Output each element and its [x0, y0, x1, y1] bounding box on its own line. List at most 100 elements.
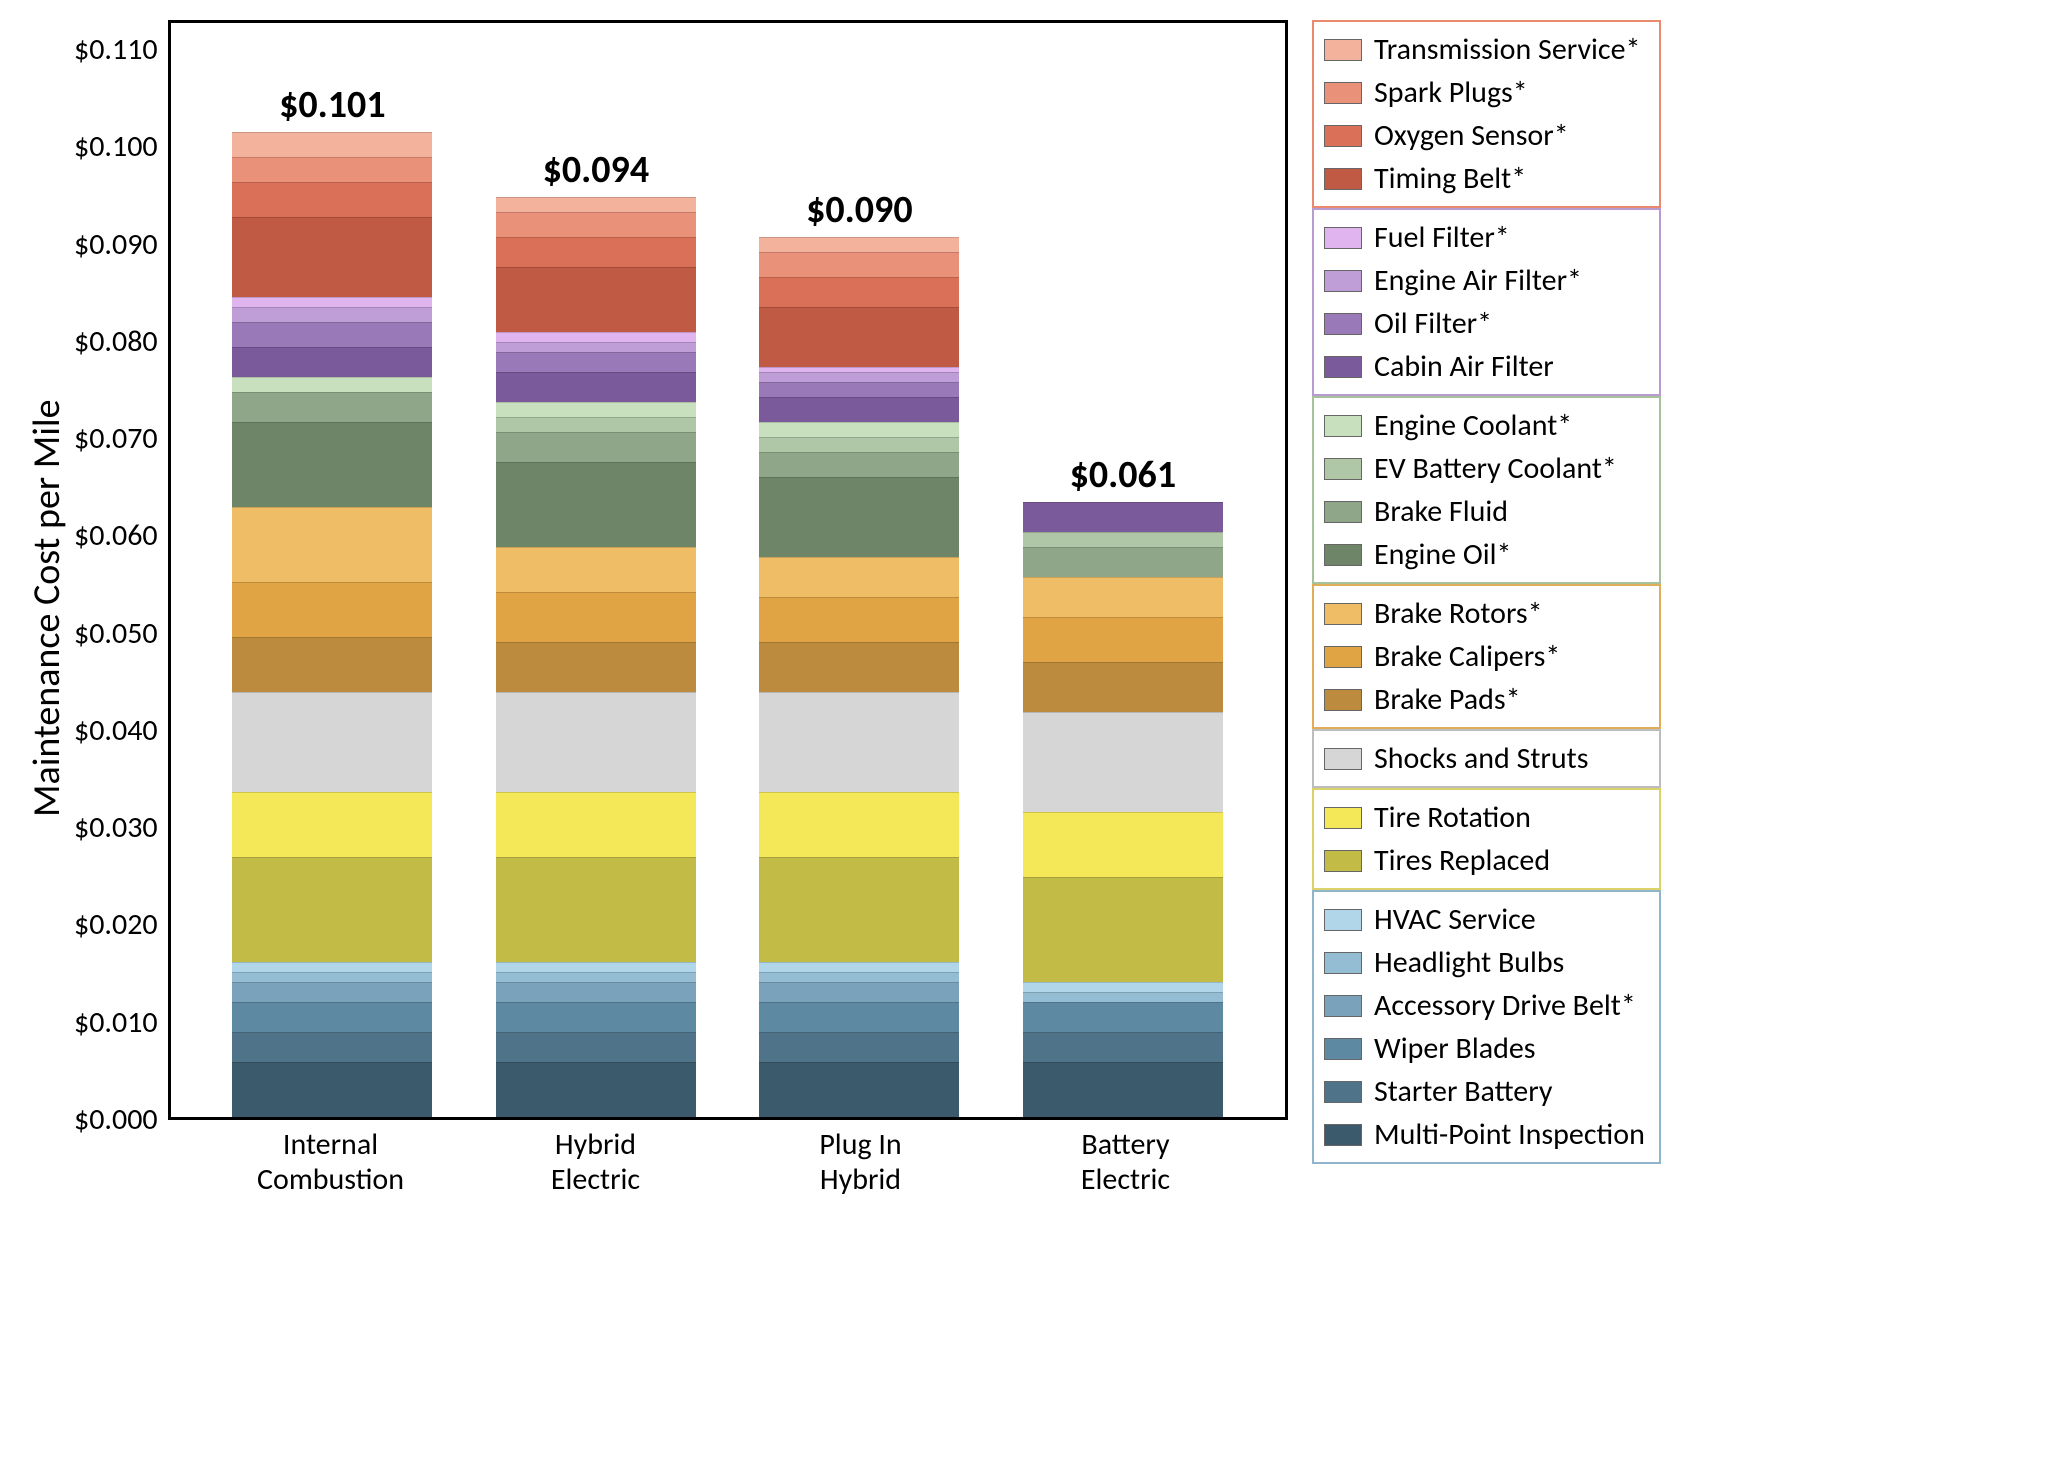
seg-shocks — [232, 692, 432, 792]
legend-label: Starter Battery — [1374, 1073, 1552, 1110]
seg-cabin_filter — [232, 347, 432, 377]
seg-brake_rotors — [1023, 577, 1223, 617]
seg-hvac — [496, 962, 696, 972]
bar-phev: $0.090 — [759, 187, 959, 1117]
legend-swatch — [1324, 544, 1362, 566]
seg-trans_service — [496, 197, 696, 212]
legend-swatch — [1324, 82, 1362, 104]
legend-swatch — [1324, 356, 1362, 378]
legend-item-brake_calipers: Brake Calipers* — [1324, 635, 1645, 678]
seg-oxygen_sensor — [759, 277, 959, 307]
seg-tire_rot — [1023, 812, 1223, 877]
seg-headlight — [759, 972, 959, 982]
legend-label: Shocks and Struts — [1374, 740, 1588, 777]
legend-label: Cabin Air Filter — [1374, 348, 1554, 385]
seg-acc_drive_belt — [759, 982, 959, 1002]
y-axis-ticks: $0.000$0.010$0.020$0.030$0.040$0.050$0.0… — [74, 20, 168, 1120]
x-label-line2: Hybrid — [820, 1161, 901, 1198]
legend-item-brake_pads: Brake Pads* — [1324, 678, 1645, 721]
seg-multi_point — [232, 1062, 432, 1117]
legend-label: Tires Replaced — [1374, 842, 1550, 879]
legend-item-hvac: HVAC Service — [1324, 898, 1645, 941]
y-axis-label: Maintenance Cost per Mile — [20, 20, 74, 1197]
seg-hvac — [1023, 982, 1223, 992]
y-tick: $0.020 — [74, 910, 158, 940]
y-tick: $0.090 — [74, 230, 158, 260]
seg-brake_calipers — [1023, 617, 1223, 662]
seg-tire_rot — [496, 792, 696, 857]
seg-brake_fluid — [1023, 547, 1223, 577]
seg-trans_service — [759, 237, 959, 252]
legend-item-brake_fluid: Brake Fluid — [1324, 490, 1645, 533]
bar-total-label: $0.101 — [279, 82, 385, 128]
seg-cabin_filter — [496, 372, 696, 402]
seg-brake_fluid — [496, 432, 696, 462]
seg-headlight — [1023, 992, 1223, 1002]
seg-starter_batt — [1023, 1032, 1223, 1062]
x-label-line1: Battery — [1081, 1126, 1169, 1163]
seg-ev_coolant — [496, 417, 696, 432]
seg-brake_rotors — [759, 557, 959, 597]
y-tick: $0.010 — [74, 1008, 158, 1038]
legend-swatch — [1324, 125, 1362, 147]
legend-label: Headlight Bulbs — [1374, 944, 1564, 981]
y-tick: $0.030 — [74, 813, 158, 843]
legend-swatch — [1324, 168, 1362, 190]
x-label-ice: InternalCombustion — [231, 1128, 431, 1197]
x-label-hev: HybridElectric — [496, 1128, 696, 1197]
legend-swatch — [1324, 501, 1362, 523]
legend-swatch — [1324, 748, 1362, 770]
seg-multi_point — [759, 1062, 959, 1117]
seg-hvac — [759, 962, 959, 972]
seg-eng_coolant — [496, 402, 696, 417]
legend-label: Engine Coolant* — [1374, 407, 1572, 444]
seg-eng_air_filter — [496, 342, 696, 352]
legend-swatch — [1324, 807, 1362, 829]
x-label-phev: Plug InHybrid — [761, 1128, 961, 1197]
legend-label: Wiper Blades — [1374, 1030, 1536, 1067]
bar-total-label: $0.090 — [806, 187, 912, 233]
seg-tire_rot — [232, 792, 432, 857]
legend-item-starter_batt: Starter Battery — [1324, 1070, 1645, 1113]
seg-oil_filter — [759, 382, 959, 397]
bar-stack — [232, 132, 432, 1117]
seg-eng_coolant — [759, 422, 959, 437]
legend-swatch — [1324, 39, 1362, 61]
legend-item-fuel_filter: Fuel Filter* — [1324, 216, 1645, 259]
seg-spark_plugs — [759, 252, 959, 277]
seg-wiper_blades — [232, 1002, 432, 1032]
seg-hvac — [232, 962, 432, 972]
chart-container: Maintenance Cost per Mile $0.000$0.010$0… — [20, 20, 2028, 1197]
legend-label: Oxygen Sensor* — [1374, 117, 1569, 154]
seg-fuel_filter — [496, 332, 696, 342]
legend-item-brake_rotors: Brake Rotors* — [1324, 592, 1645, 635]
seg-spark_plugs — [232, 157, 432, 182]
y-tick: $0.110 — [74, 35, 158, 65]
bar-total-label: $0.061 — [1070, 452, 1176, 498]
seg-wiper_blades — [759, 1002, 959, 1032]
seg-tires_repl — [232, 857, 432, 962]
legend-item-oil_filter: Oil Filter* — [1324, 302, 1645, 345]
legend-label: Oil Filter* — [1374, 305, 1492, 342]
legend-item-eng_coolant: Engine Coolant* — [1324, 404, 1645, 447]
plot-row: $0.000$0.010$0.020$0.030$0.040$0.050$0.0… — [74, 20, 1288, 1120]
legend-swatch — [1324, 227, 1362, 249]
bar-bev: $0.061 — [1023, 452, 1223, 1117]
seg-oxygen_sensor — [232, 182, 432, 217]
seg-acc_drive_belt — [232, 982, 432, 1002]
legend-label: Brake Fluid — [1374, 493, 1508, 530]
legend-group-purple: Fuel Filter*Engine Air Filter*Oil Filter… — [1312, 208, 1661, 396]
legend-item-spark_plugs: Spark Plugs* — [1324, 71, 1645, 114]
legend-group-green: Engine Coolant* EV Battery Coolant* Brake … — [1312, 396, 1661, 584]
legend-label: EV Battery Coolant* — [1374, 450, 1617, 487]
seg-starter_batt — [496, 1032, 696, 1062]
seg-trans_service — [232, 132, 432, 157]
legend-label: Brake Rotors* — [1374, 595, 1543, 632]
legend-group-orange: Brake Rotors*Brake Calipers*Brake Pads* — [1312, 584, 1661, 729]
legend-swatch — [1324, 689, 1362, 711]
legend-item-headlight: Headlight Bulbs — [1324, 941, 1645, 984]
legend-swatch — [1324, 995, 1362, 1017]
seg-brake_pads — [759, 642, 959, 692]
seg-eng_air_filter — [232, 307, 432, 322]
seg-brake_rotors — [496, 547, 696, 592]
